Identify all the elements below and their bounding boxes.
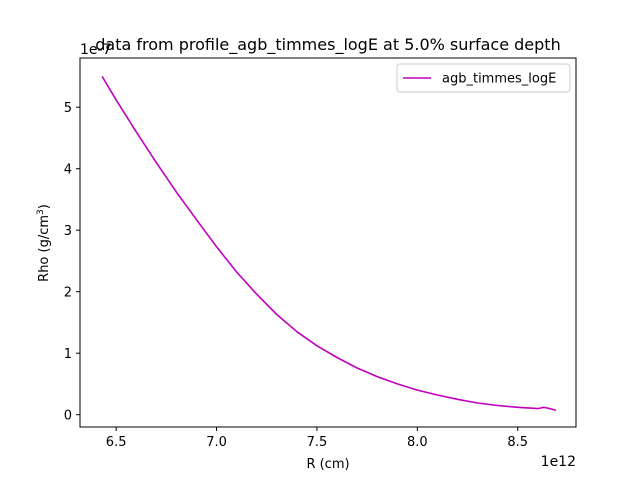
chart-title: data from profile_agb_timmes_logE at 5.0… — [95, 35, 560, 55]
y-axis-label-main: Rho (g/cm — [37, 215, 52, 282]
series — [101, 75, 557, 412]
plot-frame — [79, 57, 577, 428]
x-tick-label-1: 7.0 — [206, 435, 227, 450]
y-tick-label-1: 1 — [64, 347, 72, 362]
y-tick-label-5: 5 — [64, 101, 72, 116]
y-axis-label-sup: 3 — [36, 209, 46, 215]
y-tick-label-2: 2 — [64, 286, 72, 301]
x-tick-label-0: 6.5 — [106, 435, 127, 450]
legend-box — [396, 63, 571, 93]
y-axis-label-end: ) — [37, 204, 52, 209]
x-offset-text: 1e12 — [541, 454, 576, 470]
x-axis-label: R (cm) — [306, 457, 349, 472]
y-axis-label: Rho (g/cm3) — [36, 204, 52, 282]
x-tick-label-2: 7.5 — [307, 435, 328, 450]
series-line-0 — [101, 75, 557, 412]
x-tick-label-3: 8.0 — [407, 435, 428, 450]
x-tick-label-4: 8.5 — [507, 435, 528, 450]
y-tick-label-4: 4 — [64, 163, 72, 178]
y-tick-label-0: 0 — [64, 409, 72, 424]
legend-label-0: agb_timmes_logE — [442, 72, 556, 87]
legend: agb_timmes_logE — [396, 63, 571, 93]
ticks: 6.5 7.0 7.5 8.0 8.5 0 1 2 3 4 5 — [64, 101, 528, 450]
y-offset-text: 1e-7 — [80, 42, 111, 58]
y-tick-label-3: 3 — [64, 224, 72, 239]
